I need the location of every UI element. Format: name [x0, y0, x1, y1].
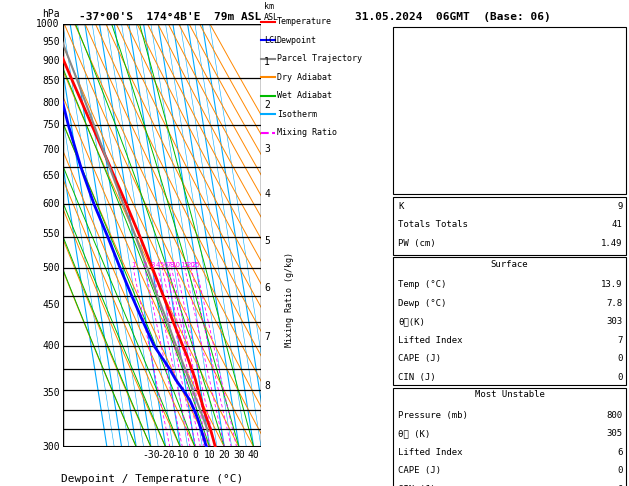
Text: 750: 750 [42, 121, 60, 130]
Text: hPa: hPa [42, 9, 60, 19]
Text: 15: 15 [181, 262, 189, 268]
Text: -10: -10 [172, 450, 189, 460]
Text: 0: 0 [617, 485, 623, 486]
Text: 1000: 1000 [36, 19, 60, 29]
Text: 5: 5 [160, 262, 164, 268]
Text: 350: 350 [42, 388, 60, 398]
Text: Mixing Ratio (g/kg): Mixing Ratio (g/kg) [285, 252, 294, 347]
Text: Lifted Index: Lifted Index [398, 448, 463, 457]
Text: 1: 1 [131, 262, 135, 268]
Text: 1: 1 [264, 57, 270, 67]
Text: Dry Adiabat: Dry Adiabat [277, 73, 331, 82]
Text: 500: 500 [42, 263, 60, 273]
Text: Mixing Ratio: Mixing Ratio [277, 128, 337, 137]
Text: 13.9: 13.9 [601, 280, 623, 289]
Text: 800: 800 [606, 411, 623, 420]
Text: CIN (J): CIN (J) [398, 485, 436, 486]
Text: 20: 20 [187, 262, 196, 268]
Text: Isotherm: Isotherm [277, 110, 317, 119]
Text: 650: 650 [42, 171, 60, 181]
Text: 3: 3 [150, 262, 155, 268]
Text: 0: 0 [617, 466, 623, 475]
Text: Totals Totals: Totals Totals [398, 220, 468, 229]
Text: CAPE (J): CAPE (J) [398, 354, 441, 363]
Text: 305: 305 [606, 429, 623, 438]
Text: 400: 400 [42, 341, 60, 351]
Text: 1.49: 1.49 [601, 239, 623, 247]
Text: 0: 0 [192, 450, 198, 460]
Text: Dewp (°C): Dewp (°C) [398, 299, 447, 308]
Text: θᴄ (K): θᴄ (K) [398, 429, 430, 438]
Text: Wet Adiabat: Wet Adiabat [277, 91, 331, 100]
Text: km
ASL: km ASL [264, 2, 279, 22]
Text: 2: 2 [143, 262, 147, 268]
Text: 4: 4 [155, 262, 160, 268]
Text: PW (cm): PW (cm) [398, 239, 436, 247]
Text: 6: 6 [164, 262, 168, 268]
Text: 8: 8 [264, 381, 270, 391]
Text: Dewpoint: Dewpoint [277, 36, 317, 45]
Text: 7: 7 [167, 262, 171, 268]
Text: θᴄ(K): θᴄ(K) [398, 317, 425, 326]
Text: 303: 303 [606, 317, 623, 326]
Text: 800: 800 [42, 98, 60, 108]
Text: 550: 550 [42, 229, 60, 239]
Text: Temp (°C): Temp (°C) [398, 280, 447, 289]
Text: 7: 7 [617, 336, 623, 345]
Text: 9: 9 [617, 202, 623, 210]
Text: 7.8: 7.8 [606, 299, 623, 308]
Text: Parcel Trajectory: Parcel Trajectory [277, 54, 362, 63]
Text: 450: 450 [42, 300, 60, 310]
Text: 3: 3 [264, 144, 270, 154]
Text: Temperature: Temperature [277, 17, 331, 26]
Text: kt: kt [431, 32, 442, 41]
Text: 0: 0 [617, 373, 623, 382]
Text: 25: 25 [192, 262, 201, 268]
Text: -37°00'S  174°4B'E  79m ASL: -37°00'S 174°4B'E 79m ASL [79, 12, 261, 22]
Text: CAPE (J): CAPE (J) [398, 466, 441, 475]
Text: -20: -20 [157, 450, 174, 460]
Text: Most Unstable: Most Unstable [474, 390, 545, 399]
Text: 700: 700 [42, 144, 60, 155]
Text: 41: 41 [612, 220, 623, 229]
Text: 5: 5 [264, 236, 270, 246]
Text: 600: 600 [42, 199, 60, 208]
Text: 6: 6 [264, 283, 270, 293]
Text: 8: 8 [169, 262, 174, 268]
Text: 10: 10 [204, 450, 216, 460]
Text: 6: 6 [617, 448, 623, 457]
Text: 30: 30 [233, 450, 245, 460]
Text: 300: 300 [42, 442, 60, 452]
Text: 2: 2 [264, 100, 270, 110]
Text: 10: 10 [172, 262, 181, 268]
Text: Dewpoint / Temperature (°C): Dewpoint / Temperature (°C) [61, 474, 243, 484]
Text: Lifted Index: Lifted Index [398, 336, 463, 345]
Text: LCL: LCL [264, 36, 279, 45]
Text: 31.05.2024  06GMT  (Base: 06): 31.05.2024 06GMT (Base: 06) [355, 12, 551, 22]
Text: 7: 7 [264, 331, 270, 342]
Text: Pressure (mb): Pressure (mb) [398, 411, 468, 420]
Text: CIN (J): CIN (J) [398, 373, 436, 382]
Text: -30: -30 [142, 450, 160, 460]
Text: 4: 4 [264, 190, 270, 199]
Text: Surface: Surface [491, 260, 528, 269]
Text: 20: 20 [218, 450, 230, 460]
Text: 0: 0 [617, 354, 623, 363]
Text: 40: 40 [248, 450, 260, 460]
Text: K: K [398, 202, 404, 210]
Text: 850: 850 [42, 76, 60, 87]
Text: 900: 900 [42, 56, 60, 66]
Text: 950: 950 [42, 37, 60, 47]
